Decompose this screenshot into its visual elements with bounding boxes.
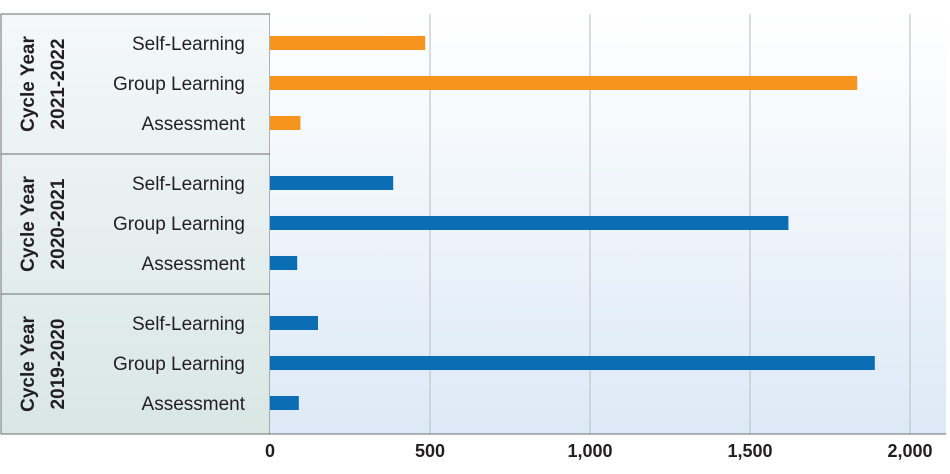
group-dividers <box>1 153 270 295</box>
x-tick-label: 2,000 <box>887 441 932 461</box>
bar <box>270 176 394 190</box>
category-label: Self-Learning <box>132 314 245 335</box>
category-label: Assessment <box>142 254 246 275</box>
category-label: Self-Learning <box>132 174 245 195</box>
x-tick-label: 500 <box>415 441 445 461</box>
category-label: Group Learning <box>113 354 245 375</box>
group-label: Cycle Year 2020-2021 <box>18 176 69 272</box>
group-label-line2: 2021-2022 <box>48 39 69 130</box>
category-label: Group Learning <box>113 214 245 235</box>
group-label-line1: Cycle Year <box>18 316 39 412</box>
group-label-line1: Cycle Year <box>18 176 39 272</box>
group-label: Cycle Year 2021-2022 <box>18 36 69 132</box>
x-tick-label: 1,500 <box>727 441 772 461</box>
label-panel-background <box>0 13 271 435</box>
category-labels: Self-Learning Group Learning Assessment Sel… <box>113 34 246 415</box>
bar <box>270 116 301 130</box>
category-label: Assessment <box>142 114 246 135</box>
bar <box>270 36 426 50</box>
group-label-line2: 2019-2020 <box>48 319 69 410</box>
bar <box>270 356 875 370</box>
bar <box>270 316 318 330</box>
bar <box>270 216 789 230</box>
category-label: Group Learning <box>113 74 245 95</box>
category-label: Self-Learning <box>132 34 245 55</box>
bar <box>270 396 299 410</box>
group-label: Cycle Year 2019-2020 <box>18 316 69 412</box>
group-label-line2: 2020-2021 <box>48 178 69 269</box>
x-axis-ticks: 0 500 1,000 1,500 2,000 <box>265 441 933 461</box>
bar <box>270 256 298 270</box>
bar <box>270 76 858 90</box>
bars <box>270 36 875 410</box>
x-tick-label: 0 <box>265 441 275 461</box>
category-label: Assessment <box>142 394 246 415</box>
x-tick-label: 1,000 <box>567 441 612 461</box>
group-label-line1: Cycle Year <box>18 36 39 132</box>
